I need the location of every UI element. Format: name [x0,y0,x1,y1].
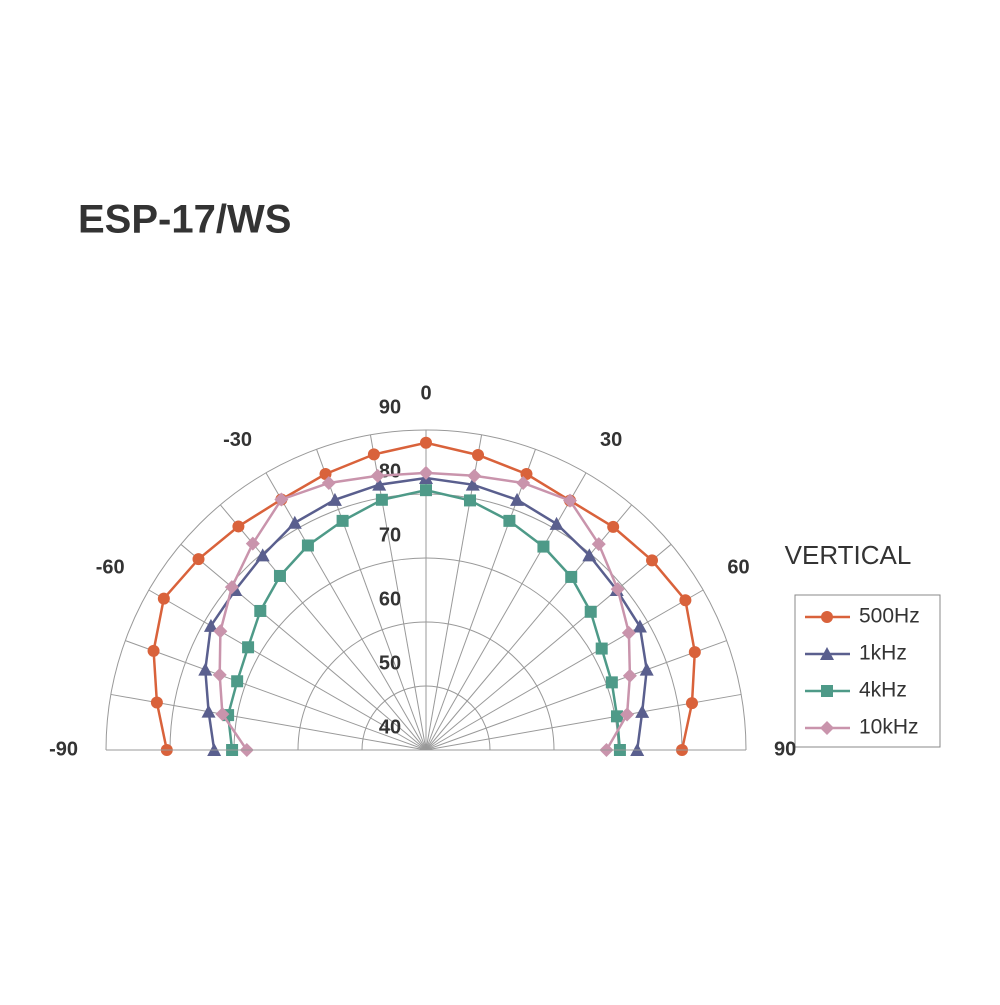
marker [157,592,170,605]
angle-tick-label: -90 [49,738,78,760]
legend-label: 1kHz [859,642,907,665]
marker [472,449,485,462]
marker [224,580,239,595]
marker [635,704,650,718]
r-tick-label: 60 [379,588,401,610]
grid-spoke [425,640,727,751]
marker [639,662,654,676]
marker [203,618,218,632]
marker [632,619,647,633]
marker [821,685,833,697]
marker [820,647,834,660]
marker [537,540,550,553]
marker [621,625,636,640]
marker [679,594,692,607]
grid-spoke [125,640,427,751]
marker [255,548,270,562]
angle-tick-label: 60 [727,556,749,578]
marker [232,520,245,533]
grid-spoke [425,589,704,751]
marker [213,624,228,639]
marker [336,514,349,527]
marker [510,492,525,506]
marker [820,721,834,735]
marker [242,641,255,654]
marker [420,436,432,449]
marker [254,604,267,617]
marker [147,644,160,657]
legend-box [794,594,941,748]
marker [605,676,618,689]
r-tick-label: 90 [379,396,401,418]
marker [287,515,302,529]
marker [610,710,623,723]
marker [198,662,213,676]
marker [212,667,227,682]
r-tick-label: 70 [379,524,401,546]
marker [607,520,620,533]
marker [565,570,578,583]
annotation: VERTICAL [785,540,912,570]
marker [821,611,833,623]
marker [367,448,380,461]
marker [610,582,625,597]
r-tick-label: 80 [379,460,401,482]
marker [646,554,659,567]
marker [273,569,286,582]
marker [420,484,432,497]
legend-label: 500Hz [859,605,920,628]
grid-spoke [148,589,427,751]
angle-tick-label: 0 [420,382,431,404]
marker [192,553,205,566]
angle-tick-label: -60 [96,556,125,578]
angle-tick-label: -30 [223,429,252,451]
grid [105,429,747,751]
grid-spoke [110,693,427,751]
marker [274,492,289,507]
marker [591,537,606,552]
marker [201,704,216,718]
marker [620,707,635,722]
angle-tick-label: 30 [600,429,622,451]
marker [321,475,336,490]
marker [685,697,698,710]
marker [582,548,597,562]
marker [215,707,230,722]
marker [150,696,163,709]
marker [503,514,516,527]
marker [584,605,597,618]
marker [245,536,260,551]
chart-title: ESP-17/WS [78,198,291,242]
grid-spoke [425,472,587,751]
r-tick-label: 50 [379,652,401,674]
marker [419,465,433,480]
grid-spoke [425,543,672,751]
marker [688,646,701,659]
marker [622,668,637,683]
marker [467,468,482,483]
marker [465,477,480,491]
marker [370,468,385,483]
legend-label: 10kHz [859,716,919,739]
r-tick-label: 40 [379,716,401,738]
marker [549,516,564,530]
legend-label: 4kHz [859,679,907,702]
marker [464,494,477,507]
marker [516,475,531,490]
marker [375,493,388,506]
marker [301,539,314,552]
angle-tick-label: 90 [774,738,796,760]
marker [372,477,387,491]
marker [563,493,577,508]
series-line [218,471,632,751]
marker [327,492,342,506]
marker [231,675,244,688]
grid-spoke [180,543,427,751]
marker [595,642,608,655]
grid-spoke [265,472,427,751]
